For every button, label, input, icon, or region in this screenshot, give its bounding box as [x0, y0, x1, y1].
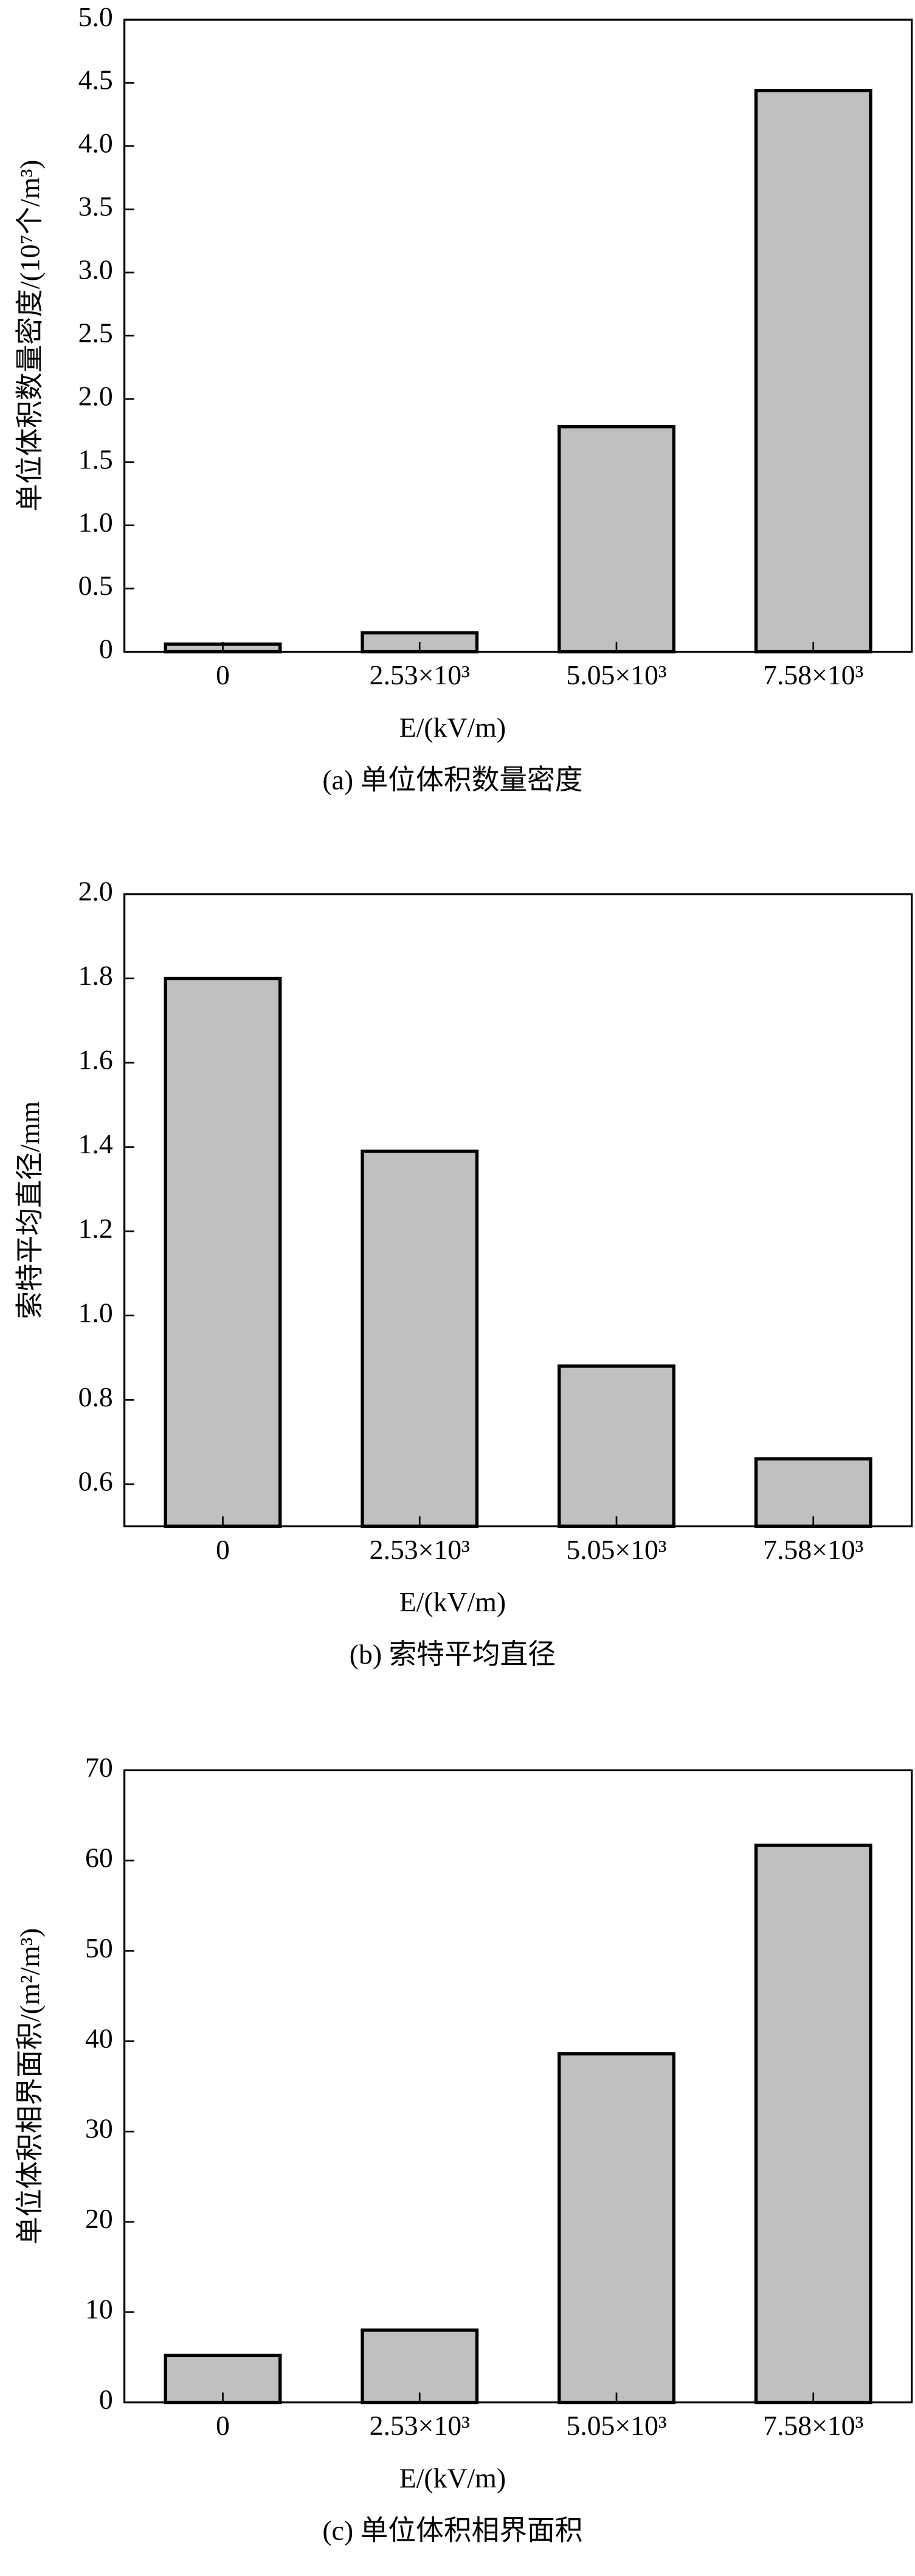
- x-tick-label: 0: [216, 659, 230, 690]
- y-tick-label: 20: [85, 2203, 113, 2234]
- x-tick-label: 7.58×10³: [763, 1534, 863, 1565]
- y-tick-label: 3.5: [78, 191, 113, 222]
- y-tick-label: 50: [85, 1932, 113, 1963]
- x-tick-label: 0: [216, 2410, 230, 2441]
- x-tick-label: 5.05×10³: [566, 659, 666, 690]
- x-tick-label: 7.58×10³: [763, 659, 863, 690]
- x-tick-label: 7.58×10³: [763, 2410, 863, 2441]
- y-tick-label: 1.2: [78, 1213, 113, 1244]
- y-tick-label: 2.5: [78, 317, 113, 348]
- x-axis-label: E/(kV/m): [399, 2462, 506, 2493]
- plot-frame: [123, 18, 913, 653]
- y-axis-label: 索特平均直径/mm: [14, 1101, 45, 1319]
- y-tick-label: 40: [85, 2022, 113, 2054]
- y-tick-label: 1.0: [78, 1297, 113, 1328]
- x-tick-label: 5.05×10³: [566, 2410, 666, 2441]
- bar: [164, 976, 282, 1528]
- y-tick-label: 0.5: [78, 570, 113, 601]
- y-tick-label: 2.0: [78, 876, 113, 907]
- x-axis-label: E/(kV/m): [399, 1586, 506, 1617]
- chart-title: (a) 单位体积数量密度: [322, 764, 582, 795]
- y-tick-label: 10: [85, 2294, 113, 2325]
- plot-frame: [123, 893, 913, 1527]
- y-tick-label: 70: [85, 1752, 113, 1783]
- x-tick-label: 2.53×10³: [370, 2410, 470, 2441]
- bar: [754, 1843, 872, 2404]
- y-tick-label: 1.4: [78, 1128, 113, 1159]
- y-tick-label: 1.5: [78, 443, 113, 474]
- y-tick-label: 4.5: [78, 64, 113, 95]
- y-axis-label: 单位体积相界面积/(m²/m³): [14, 1928, 45, 2245]
- y-tick-label: 5.0: [78, 1, 113, 32]
- x-tick-label: 0: [216, 1534, 230, 1565]
- y-tick-label: 0: [99, 2384, 113, 2415]
- y-tick-label: 2.0: [78, 380, 113, 411]
- chart-title: (c) 单位体积相界面积: [322, 2515, 582, 2546]
- y-tick-label: 1.0: [78, 507, 113, 538]
- plot-frame: [123, 1769, 913, 2404]
- x-tick-label: 5.05×10³: [566, 1534, 666, 1565]
- y-axis-label: 单位体积数量密度/(10⁷个/m³): [14, 160, 45, 512]
- bar: [558, 425, 675, 654]
- y-tick-label: 60: [85, 1842, 113, 1873]
- bar: [754, 89, 872, 654]
- bar: [361, 1149, 479, 1528]
- x-tick-label: 2.53×10³: [370, 1534, 470, 1565]
- bar: [558, 2052, 675, 2404]
- y-tick-label: 0: [99, 633, 113, 664]
- y-tick-label: 30: [85, 2113, 113, 2144]
- y-tick-label: 3.0: [78, 254, 113, 285]
- y-tick-label: 1.8: [78, 960, 113, 991]
- bar: [558, 1364, 675, 1528]
- bar: [754, 1457, 872, 1528]
- bar: [361, 2328, 479, 2404]
- y-tick-label: 4.0: [78, 128, 113, 159]
- y-tick-label: 0.8: [78, 1381, 113, 1412]
- y-tick-label: 0.6: [78, 1465, 113, 1496]
- x-tick-label: 2.53×10³: [370, 659, 470, 690]
- x-axis-label: E/(kV/m): [399, 712, 506, 743]
- chart-title: (b) 索特平均直径: [350, 1639, 556, 1670]
- y-tick-label: 1.6: [78, 1044, 113, 1075]
